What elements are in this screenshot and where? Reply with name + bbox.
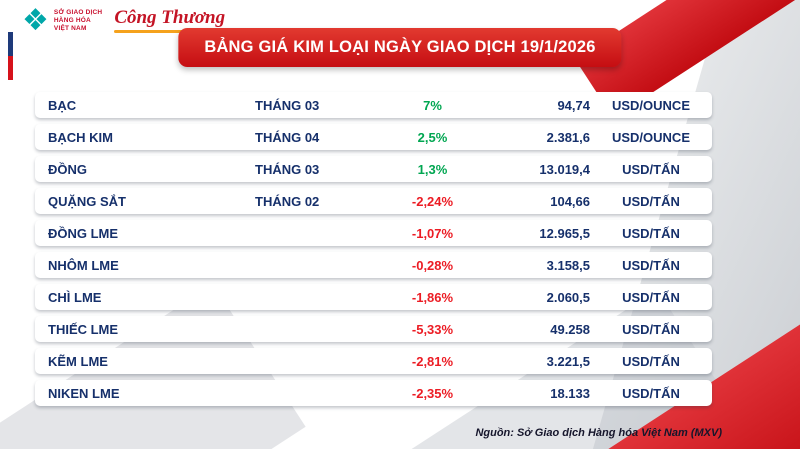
table-row: NIKEN LME -2,35% 18.133 USD/TẤN	[35, 380, 712, 406]
price-unit: USD/TẤN	[622, 257, 680, 273]
price-value: 94,74	[557, 97, 590, 113]
price-value: 12.965,5	[539, 225, 590, 241]
contract-month: THÁNG 02	[255, 193, 320, 209]
price-value: 18.133	[550, 385, 590, 401]
price-unit: USD/TẤN	[622, 353, 680, 369]
commodity-name: ĐỒNG LME	[48, 225, 119, 241]
price-value: 3.158,5	[546, 257, 590, 273]
table-row: ĐỒNG THÁNG 03 1,3% 13.019,4 USD/TẤN	[35, 156, 712, 182]
percent-change: -2,35%	[411, 385, 454, 401]
cong-thuong-logo: Công Thương	[114, 6, 225, 33]
mxv-logo-line-2: HÀNG HÓA	[53, 16, 91, 24]
table-row: ĐỒNG LME -1,07% 12.965,5 USD/TẤN	[35, 220, 712, 246]
percent-change: 2,5%	[417, 129, 448, 145]
table-row: BẠC THÁNG 03 7% 94,74 USD/OUNCE	[35, 92, 712, 118]
percent-change: -2,24%	[411, 193, 454, 209]
price-value: 49.258	[550, 321, 590, 337]
table-row: THIẾC LME -5,33% 49.258 USD/TẤN	[35, 316, 712, 342]
mxv-logo-line-1: SỞ GIAO DỊCH	[53, 8, 103, 16]
mxv-logo: ❖ SỞ GIAO DỊCH HÀNG HÓA VIỆT NAM	[22, 6, 102, 36]
commodity-name: THIẾC LME	[48, 321, 119, 337]
mxv-logo-text: SỞ GIAO DỊCH HÀNG HÓA VIỆT NAM	[54, 9, 102, 33]
price-value: 3.221,5	[546, 353, 590, 369]
header-logos: ❖ SỞ GIAO DỊCH HÀNG HÓA VIỆT NAM Công Th…	[22, 6, 225, 36]
price-unit: USD/TẤN	[622, 321, 680, 337]
table-row: NHÔM LME -0,28% 3.158,5 USD/TẤN	[35, 252, 712, 278]
contract-month: THÁNG 04	[255, 129, 320, 145]
commodity-name: QUẶNG SẮT	[48, 193, 126, 209]
contract-month: THÁNG 03	[255, 161, 320, 177]
cong-thuong-logo-text: Công Thương	[114, 7, 226, 28]
table-row: QUẶNG SẮT THÁNG 02 -2,24% 104,66 USD/TẤN	[35, 188, 712, 214]
table-row: KẼM LME -2,81% 3.221,5 USD/TẤN	[35, 348, 712, 374]
price-table: BẠC THÁNG 03 7% 94,74 USD/OUNCE BẠCH KIM…	[35, 92, 712, 412]
commodity-name: BẠCH KIM	[48, 129, 113, 145]
percent-change: -5,33%	[411, 321, 454, 337]
percent-change: -1,86%	[411, 289, 454, 305]
mxv-diamond-icon: ❖	[22, 4, 49, 37]
commodity-name: NIKEN LME	[48, 385, 120, 401]
price-value: 2.060,5	[546, 289, 590, 305]
price-unit: USD/TẤN	[622, 161, 680, 177]
price-unit: USD/OUNCE	[611, 129, 690, 145]
commodity-name: KẼM LME	[48, 353, 108, 369]
commodity-name: NHÔM LME	[48, 257, 119, 273]
commodity-name: CHÌ LME	[48, 289, 102, 305]
title-banner: BẢNG GIÁ KIM LOẠI NGÀY GIAO DỊCH 19/1/20…	[178, 28, 622, 67]
left-edge-blue-bar	[8, 32, 13, 56]
price-value: 2.381,6	[546, 129, 590, 145]
percent-change: 1,3%	[417, 161, 448, 177]
percent-change: -1,07%	[411, 225, 454, 241]
table-row: BẠCH KIM THÁNG 04 2,5% 2.381,6 USD/OUNCE	[35, 124, 712, 150]
cong-thuong-underline	[114, 30, 193, 33]
percent-change: -0,28%	[411, 257, 454, 273]
price-unit: USD/TẤN	[622, 289, 680, 305]
percent-change: -2,81%	[411, 353, 454, 369]
price-value: 104,66	[550, 193, 590, 209]
price-unit: USD/TẤN	[622, 385, 680, 401]
left-edge-red-bar	[8, 56, 13, 80]
price-value: 13.019,4	[539, 161, 590, 177]
percent-change: 7%	[423, 97, 442, 113]
price-unit: USD/OUNCE	[611, 97, 690, 113]
commodity-name: ĐỒNG	[48, 161, 87, 177]
contract-month: THÁNG 03	[255, 97, 320, 113]
mxv-logo-line-3: VIỆT NAM	[53, 25, 87, 33]
source-note: Nguồn: Sở Giao dịch Hàng hóa Việt Nam (M…	[475, 427, 722, 439]
commodity-name: BẠC	[48, 97, 77, 113]
table-row: CHÌ LME -1,86% 2.060,5 USD/TẤN	[35, 284, 712, 310]
price-unit: USD/TẤN	[622, 193, 680, 209]
price-unit: USD/TẤN	[622, 225, 680, 241]
